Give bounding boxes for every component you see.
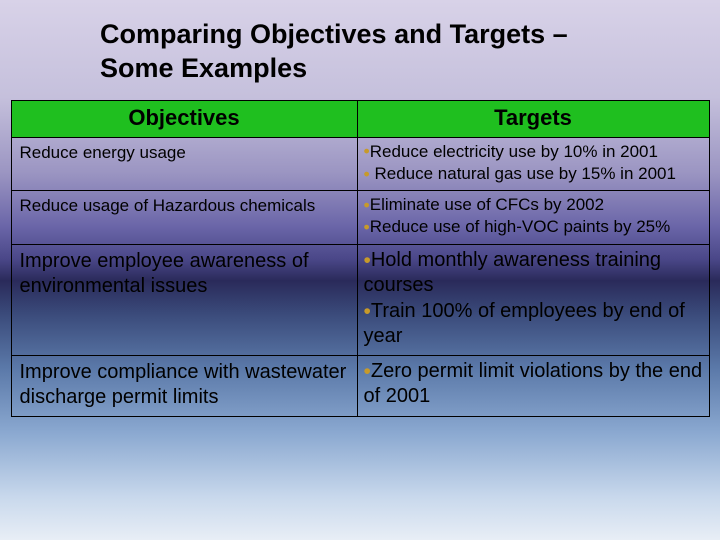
bullet-icon: •: [364, 195, 370, 215]
bullet-icon: •: [364, 164, 370, 184]
bullet-icon: •: [364, 249, 371, 272]
targets-cell: •Zero permit limit violations by the end…: [357, 356, 709, 417]
targets-cell: •Hold monthly awareness training courses…: [357, 244, 709, 356]
objective-cell: Improve employee awareness of environmen…: [11, 244, 357, 356]
bullet-icon: •: [364, 300, 371, 323]
comparison-table: Objectives Targets Reduce energy usage •…: [11, 100, 710, 418]
bullet-icon: •: [364, 217, 370, 237]
table-row: Reduce usage of Hazardous chemicals •Eli…: [11, 191, 709, 245]
target-item: •Reduce use of high-VOC paints by 25%: [364, 215, 705, 237]
target-item: • Reduce natural gas use by 15% in 2001: [364, 162, 705, 184]
header-targets: Targets: [357, 100, 709, 137]
slide-title: Comparing Objectives and Targets – Some …: [10, 18, 710, 86]
header-objectives: Objectives: [11, 100, 357, 137]
table-row: Improve compliance with wastewater disch…: [11, 356, 709, 417]
objective-cell: Reduce energy usage: [11, 137, 357, 191]
bullet-icon: •: [364, 141, 370, 161]
target-item: •Hold monthly awareness training courses: [364, 247, 705, 298]
bullet-icon: •: [364, 360, 371, 383]
target-item: •Eliminate use of CFCs by 2002: [364, 193, 705, 215]
slide: Comparing Objectives and Targets – Some …: [0, 0, 720, 540]
targets-cell: •Reduce electricity use by 10% in 2001 •…: [357, 137, 709, 191]
objective-cell: Reduce usage of Hazardous chemicals: [11, 191, 357, 245]
table-row: Improve employee awareness of environmen…: [11, 244, 709, 356]
table-header-row: Objectives Targets: [11, 100, 709, 137]
table-row: Reduce energy usage •Reduce electricity …: [11, 137, 709, 191]
title-line-1: Comparing Objectives and Targets –: [100, 19, 568, 49]
objective-cell: Improve compliance with wastewater disch…: [11, 356, 357, 417]
targets-cell: •Eliminate use of CFCs by 2002 •Reduce u…: [357, 191, 709, 245]
title-line-2: Some Examples: [100, 53, 307, 83]
target-item: •Reduce electricity use by 10% in 2001: [364, 140, 705, 162]
target-item: •Train 100% of employees by end of year: [364, 298, 705, 349]
target-item: •Zero permit limit violations by the end…: [364, 358, 705, 409]
